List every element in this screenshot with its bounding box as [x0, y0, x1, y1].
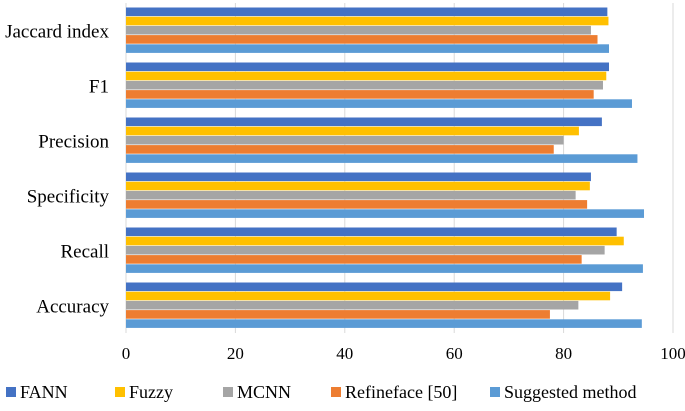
bar-suggested-method-f1	[126, 99, 632, 108]
x-tick-label-20: 20	[227, 344, 244, 363]
bar-fann-accuracy	[126, 282, 623, 292]
bar-fuzzy-jaccard-index	[126, 16, 609, 26]
category-label-specificity: Specificity	[27, 187, 110, 208]
bar-fuzzy-specificity	[126, 181, 590, 191]
bar-suggested-method-accuracy	[126, 319, 642, 328]
bar-refineface-50-accuracy	[126, 310, 550, 319]
bar-fann-precision	[126, 117, 602, 127]
bar-fann-recall	[126, 227, 617, 237]
bar-mcnn-precision	[126, 135, 564, 145]
bar-mcnn-jaccard-index	[126, 25, 591, 35]
x-tick-label-0: 0	[122, 344, 131, 363]
bar-mcnn-accuracy	[126, 300, 579, 310]
bar-fann-f1	[126, 62, 610, 72]
grid-lines	[125, 3, 674, 333]
bar-refineface-50-f1	[126, 90, 594, 99]
bar-refineface-50-specificity	[126, 200, 588, 209]
legend-swatch-fann	[6, 387, 16, 397]
bar-fann-specificity	[126, 172, 591, 182]
bar-suggested-method-precision	[126, 154, 638, 163]
x-tick-label-40: 40	[336, 344, 353, 363]
bar-suggested-method-specificity	[126, 209, 645, 218]
legend-label-fann: FANN	[20, 382, 68, 402]
bar-refineface-50-jaccard-index	[126, 35, 598, 44]
legend-swatch-suggested-method	[490, 387, 500, 397]
category-label-recall: Recall	[60, 242, 109, 263]
category-labels: Jaccard index F1 Precision Specificity Recal…	[5, 22, 109, 318]
legend: FANN Fuzzy MCNN Refineface [50] Suggested me…	[6, 382, 637, 402]
bar-fann-jaccard-index	[126, 7, 608, 17]
bar-fuzzy-precision	[126, 126, 579, 136]
bar-fuzzy-accuracy	[126, 291, 611, 301]
category-label-jaccard-index: Jaccard index	[5, 22, 109, 43]
legend-label-suggested-method: Suggested method	[504, 382, 637, 402]
legend-label-refineface-50: Refineface [50]	[345, 382, 457, 402]
x-tick-label-100: 100	[660, 344, 685, 363]
bar-refineface-50-recall	[126, 255, 582, 264]
legend-label-mcnn: MCNN	[237, 382, 291, 402]
bar-mcnn-specificity	[126, 190, 576, 200]
x-axis-ticks: 0 20 40 60 80 100	[122, 344, 685, 363]
bar-mcnn-f1	[126, 80, 603, 90]
bar-refineface-50-precision	[126, 145, 554, 154]
x-tick-label-60: 60	[446, 344, 463, 363]
legend-swatch-refineface-50	[331, 387, 341, 397]
legend-label-fuzzy: Fuzzy	[129, 382, 173, 402]
x-tick-label-80: 80	[555, 344, 572, 363]
legend-swatch-fuzzy	[115, 387, 125, 397]
category-label-accuracy: Accuracy	[36, 297, 109, 318]
category-label-f1: F1	[89, 77, 109, 98]
bar-mcnn-recall	[126, 245, 605, 255]
legend-swatch-mcnn	[223, 387, 233, 397]
bars	[126, 7, 645, 328]
bar-fuzzy-f1	[126, 71, 607, 81]
bar-suggested-method-recall	[126, 264, 643, 273]
bar-fuzzy-recall	[126, 236, 624, 246]
bar-suggested-method-jaccard-index	[126, 44, 610, 53]
category-label-precision: Precision	[38, 132, 109, 153]
